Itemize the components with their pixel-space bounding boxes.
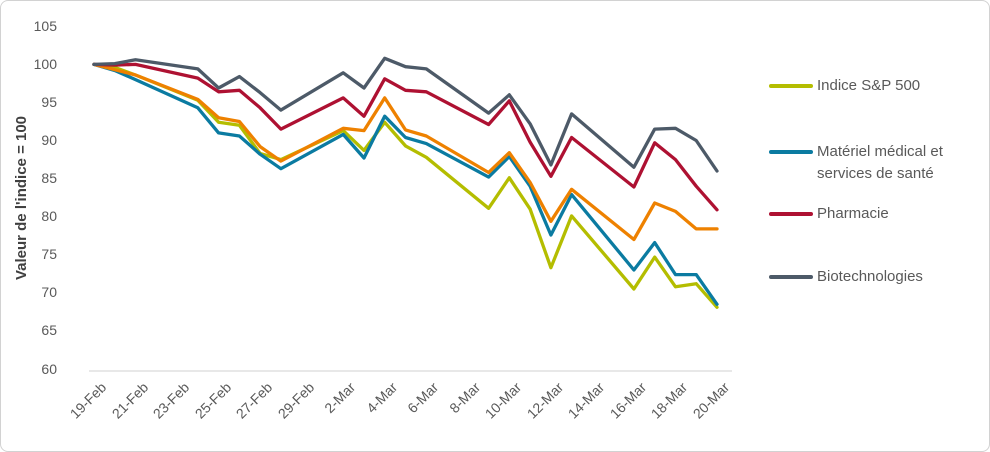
legend-label-pharmacie: Pharmacie [817,205,889,222]
series-line-4 [92,56,719,173]
legend-swatch-biotechnologies [769,275,813,279]
y-tick-100: 100 [33,55,57,72]
series-line-1 [92,62,719,306]
legend-swatch-materiel-medical [769,150,813,154]
y-tick-70: 70 [41,284,57,301]
legend-label-sp500: Indice S&P 500 [817,77,921,94]
legend-label-materiel-medical: Matériel médical et services de santé [817,143,943,182]
legend: Indice S&P 500 Matériel médical et servi… [769,1,969,451]
y-tick-105: 105 [33,17,57,34]
y-tick-80: 80 [41,208,57,225]
series-line-2 [92,62,719,242]
y-tick-65: 65 [41,322,57,339]
y-tick-90: 90 [41,132,57,149]
y-tick-85: 85 [41,170,57,187]
y-tick-75: 75 [41,246,57,263]
legend-swatch-pharmacie [769,212,813,216]
series-line-3 [92,62,719,212]
y-tick-95: 95 [41,93,57,110]
y-tick-60: 60 [41,360,57,377]
series-line-0 [92,62,719,309]
legend-swatch-sp500 [769,84,813,88]
legend-label-biotechnologies: Biotechnologies [817,268,923,285]
